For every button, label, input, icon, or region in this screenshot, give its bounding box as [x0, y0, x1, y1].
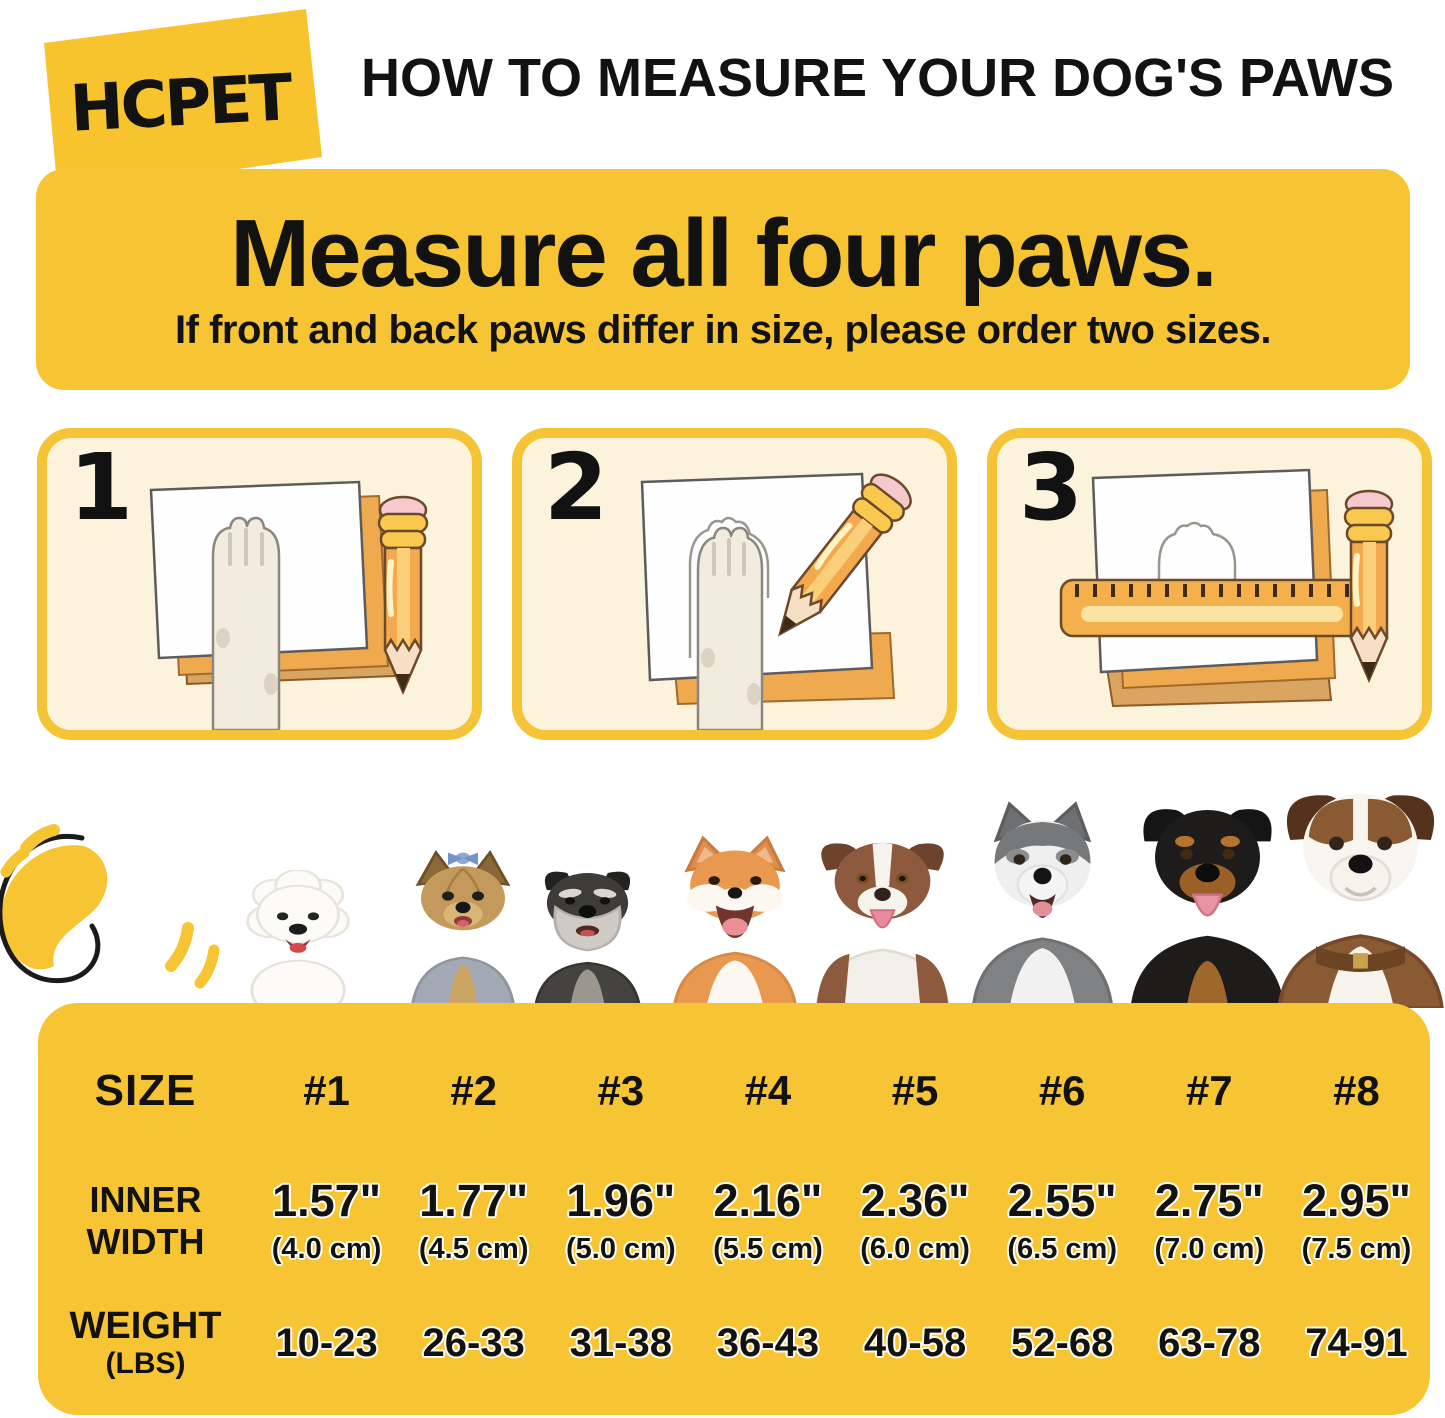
- weight-4: 36-43: [716, 1320, 820, 1365]
- size-chart-row-weight: WEIGHT (LBS) 10-23 26-33 31-38 36-43 40-…: [38, 1297, 1430, 1389]
- dog-paw: [696, 526, 764, 730]
- weight-6: 52-68: [1011, 1320, 1114, 1365]
- size-4: #4: [744, 1067, 792, 1114]
- inner-width-3: 1.96" (5.0 cm): [566, 1175, 676, 1265]
- pencil-icon: [377, 495, 429, 696]
- inner-width-8: 2.95" (7.5 cm): [1301, 1175, 1412, 1265]
- size-5: #5: [891, 1067, 939, 1114]
- size-chart-row-inner-width: INNER WIDTH 1.57" (4.0 cm) 1.77" (4.5 cm) …: [38, 1151, 1430, 1291]
- inner-width-7: 2.75" (7.0 cm): [1154, 1175, 1265, 1265]
- size-1: #1: [303, 1067, 350, 1114]
- pencil-icon: [778, 473, 912, 637]
- weight-1: 10-23: [275, 1320, 378, 1365]
- dog-photo-saint-bernard: [1277, 793, 1444, 1008]
- pencil-icon: [1343, 489, 1395, 684]
- inner-width-5: 2.36" (6.0 cm): [860, 1175, 970, 1265]
- dog-photo-miniature-schnauzer: [533, 871, 642, 1008]
- step-card-1: 1: [37, 428, 482, 740]
- size-7: #7: [1185, 1067, 1233, 1114]
- size-3: #3: [597, 1067, 645, 1114]
- inner-width-2: 1.77" (4.5 cm): [418, 1175, 529, 1265]
- weight-2: 26-33: [422, 1320, 525, 1365]
- inner-width-6: 2.55" (6.5 cm): [1007, 1175, 1117, 1265]
- measure-banner: Measure all four paws. If front and back…: [36, 169, 1410, 390]
- dog-photo-yorkshire-terrier: [410, 850, 516, 1008]
- size-chart-row-size: SIZE #1 #2 #3 #4 #5 #6 #7 #8: [38, 1051, 1430, 1131]
- traced-outline: [688, 516, 770, 658]
- traced-outline: [1157, 521, 1237, 634]
- dog-photo-australian-shepherd: [814, 842, 951, 1008]
- dog-photo-alaskan-malamute: [971, 801, 1114, 1008]
- inner-width-4: 2.16" (5.5 cm): [713, 1175, 823, 1265]
- inner-width-1: 1.57" (4.0 cm): [271, 1175, 382, 1265]
- logo-text: HCPET: [68, 61, 295, 147]
- yellow-swoosh-doodle-icon: [0, 824, 220, 989]
- step-card-3: 3: [987, 428, 1432, 740]
- banner-heading: Measure all four paws.: [230, 200, 1218, 307]
- page-title: HOW TO MEASURE YOUR DOG'S PAWS: [361, 48, 1394, 108]
- step-number: 3: [1019, 434, 1084, 541]
- dog-photo-bichon-frise: [246, 870, 350, 1008]
- row-label-size: SIZE: [94, 1066, 197, 1115]
- logo-background-shape: [44, 9, 322, 195]
- row-label-weight: WEIGHT (LBS): [69, 1304, 222, 1381]
- size-chart-table: SIZE #1 #2 #3 #4 #5 #6 #7 #8 INNER WIDTH…: [38, 1003, 1430, 1415]
- step-number: 1: [69, 434, 134, 541]
- ruler-icon: [1059, 578, 1365, 638]
- paw-on-paper-illustration: [149, 480, 429, 730]
- weight-3: 31-38: [569, 1320, 672, 1365]
- size-2: #2: [450, 1067, 498, 1114]
- dog-paw: [211, 516, 281, 730]
- banner-subheading: If front and back paws differ in size, p…: [175, 308, 1271, 352]
- dog-photo-shiba-inu: [672, 835, 798, 1008]
- ruler-measuring-paw-outline-illustration: [1059, 468, 1395, 708]
- weight-5: 40-58: [863, 1320, 967, 1365]
- weight-8: 74-91: [1305, 1320, 1408, 1365]
- step-card-2: 2: [512, 428, 957, 740]
- row-label-inner-width: INNER WIDTH: [86, 1178, 205, 1262]
- pencil-tracing-paw-illustration: [640, 472, 912, 730]
- step-number: 2: [544, 434, 609, 541]
- dog-photo-rottweiler: [1130, 809, 1285, 1008]
- size-8: #8: [1333, 1067, 1380, 1114]
- hcpet-logo: HCPET: [44, 9, 322, 195]
- size-6: #6: [1038, 1067, 1086, 1114]
- weight-7: 63-78: [1158, 1320, 1261, 1365]
